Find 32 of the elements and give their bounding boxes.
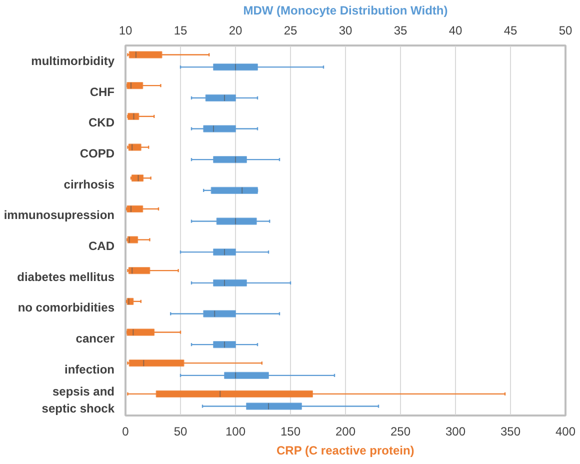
- y-tick-label: CHF: [90, 84, 115, 99]
- y-tick-label: no comorbidities: [18, 300, 115, 315]
- y-tick-label: infection: [64, 362, 114, 376]
- x2-tick-label: 40: [448, 24, 462, 38]
- x2-tick-label: 50: [558, 24, 572, 38]
- x2-tick-label: 30: [338, 24, 352, 38]
- y-tick-label: CKD: [88, 116, 115, 130]
- y-tick-label: cirrhosis: [64, 177, 115, 192]
- y-tick-label: cancer: [76, 331, 115, 346]
- y-tick-label: CAD: [88, 238, 115, 253]
- y-tick-label: COPD: [80, 146, 115, 160]
- x-tick-label: 150: [280, 424, 301, 438]
- y-tick-label: sepsis and septic shock: [42, 384, 115, 416]
- x2-tick-label: 35: [394, 24, 408, 38]
- y-tick-label: immunosupression: [4, 208, 115, 222]
- x-axis-title: CRP (C reactive protein): [276, 444, 414, 458]
- x-tick-label: 250: [390, 424, 411, 438]
- x2-tick-label: 20: [228, 24, 242, 38]
- x2-tick-label: 25: [284, 24, 298, 38]
- x-tick-label: 200: [335, 424, 356, 438]
- x-tick-label: 400: [555, 424, 576, 438]
- x2-tick-label: 45: [504, 24, 518, 38]
- x-tick-label: 300: [445, 424, 466, 438]
- x-tick-label: 50: [174, 424, 188, 438]
- x2-axis-title: MDW (Monocyte Distribution Width): [243, 4, 448, 18]
- x-tick-label: 350: [500, 424, 521, 438]
- x-tick-label: 0: [122, 424, 130, 438]
- x2-tick-label: 15: [174, 24, 188, 38]
- y-tick-label: multimorbidity: [31, 54, 115, 68]
- y-tick-label: diabetes mellitus: [17, 270, 115, 284]
- x2-tick-label: 10: [118, 24, 132, 38]
- x-tick-label: 100: [225, 424, 246, 438]
